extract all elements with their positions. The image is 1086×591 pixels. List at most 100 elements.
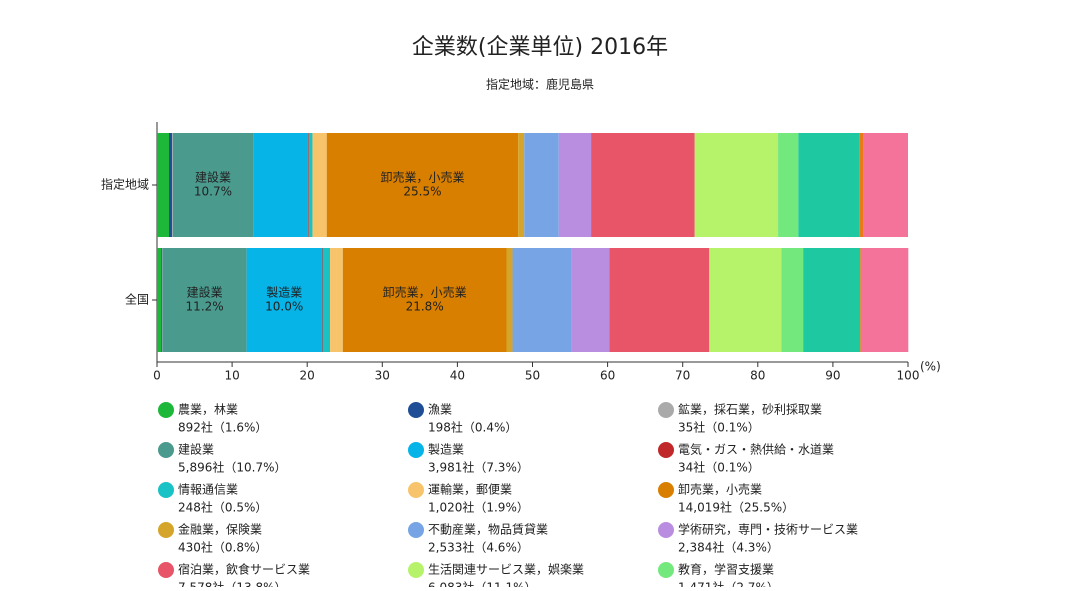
x-tick-label: 20 [300, 369, 315, 383]
legend-label: 電気・ガス・熱供給・水道業 [678, 442, 834, 457]
legend-label: 卸売業，小売業 [678, 482, 762, 497]
legend-swatch [158, 562, 174, 578]
bar-segment [507, 248, 513, 352]
chart-subtitle: 指定地域：鹿児島県 [486, 77, 594, 92]
bar-segment [308, 133, 309, 237]
legend-count: 14,019社（25.5%） [678, 500, 794, 515]
value-label: 10.0% [265, 300, 303, 314]
legend-swatch [158, 522, 174, 538]
bar-segment [513, 248, 572, 352]
legend-label: 金融業，保険業 [178, 522, 262, 537]
value-label: 21.8% [406, 300, 444, 314]
bar-segment [524, 133, 559, 237]
bar-segment [859, 133, 864, 237]
legend-label: 建設業 [178, 442, 214, 457]
legend-count: 1,020社（1.9%） [428, 500, 529, 515]
bar-segment [861, 248, 908, 352]
legend-count: 198社（0.4%） [428, 420, 517, 435]
x-tick-label: 80 [750, 369, 765, 383]
bar-segment [322, 248, 323, 352]
y-tick-label: 指定地域 [101, 177, 149, 192]
legend-label: 情報通信業 [178, 483, 238, 497]
legend-count: 5,896社（10.7%） [178, 460, 286, 475]
legend-label: 製造業 [428, 443, 464, 457]
legend-label: 漁業 [428, 403, 452, 417]
legend-swatch [158, 442, 174, 458]
bar-segment [778, 133, 798, 237]
segment-name: 卸売業，小売業 [383, 285, 467, 300]
segment-name: 建設業 [195, 170, 231, 185]
value-label: 25.5% [403, 185, 441, 199]
bar-segment [803, 248, 860, 352]
x-unit: (%) [920, 360, 941, 374]
legend-count: 2,384社（4.3%） [678, 540, 779, 555]
legend-count: 248社（0.5%） [178, 500, 267, 515]
x-tick-label: 70 [675, 369, 690, 383]
legend-count: 3,981社（7.3%） [428, 460, 529, 475]
bar-segment [162, 248, 163, 352]
legend-label: 生活関連サービス業，娯楽業 [428, 563, 584, 577]
legend-count: 1,471社（2.7%） [678, 580, 779, 588]
x-tick-label: 30 [375, 369, 390, 383]
bar-segment [172, 133, 173, 237]
legend-label: 教育，学習支援業 [678, 562, 774, 577]
value-label: 11.2% [186, 300, 224, 314]
legend-label: 農業，林業 [178, 403, 238, 417]
bar-segment [330, 248, 343, 352]
legend-swatch [658, 562, 674, 578]
legend-swatch [658, 442, 674, 458]
legend-label: 運輸業，郵便業 [428, 482, 512, 497]
bar-segment [864, 133, 908, 237]
legend-label: 宿泊業，飲食サービス業 [178, 562, 310, 577]
legend-swatch [408, 482, 424, 498]
x-tick-label: 50 [525, 369, 540, 383]
bar-segment [157, 248, 162, 352]
bar-segment [309, 133, 313, 237]
bar-segment [609, 248, 709, 352]
legend-count: 2,533社（4.6%） [428, 540, 529, 555]
x-tick-label: 0 [153, 369, 161, 383]
bar-segment [591, 133, 695, 237]
legend-swatch [658, 482, 674, 498]
legend-count: 6,083社（11.1%） [428, 580, 536, 588]
x-tick-label: 90 [825, 369, 840, 383]
legend-count: 430社（0.8%） [178, 540, 267, 555]
bar-segment [860, 248, 861, 352]
legend-label: 不動産業，物品賃貸業 [428, 522, 548, 537]
legend-label: 鉱業，採石業，砂利採取業 [678, 402, 822, 417]
bar-segment [323, 248, 331, 352]
chart-title: 企業数(企業単位) 2016年 [412, 35, 668, 60]
segment-name: 卸売業，小売業 [380, 170, 464, 185]
segment-name: 建設業 [187, 285, 223, 300]
bar-segment [709, 248, 781, 352]
x-tick-label: 100 [897, 369, 920, 383]
legend-count: 35社（0.1%） [678, 420, 760, 435]
x-tick-label: 60 [600, 369, 615, 383]
legend-swatch [408, 522, 424, 538]
legend-count: 892社（1.6%） [178, 420, 267, 435]
legend-swatch [158, 402, 174, 418]
legend-swatch [408, 442, 424, 458]
y-tick-label: 全国 [125, 292, 149, 307]
legend-count: 34社（0.1%） [678, 460, 760, 475]
legend-label: 学術研究，専門・技術サービス業 [678, 522, 858, 537]
bar-segment [518, 133, 524, 237]
bar-segment [169, 133, 172, 237]
legend-swatch [658, 522, 674, 538]
x-tick-label: 40 [450, 369, 465, 383]
bar-segment [695, 133, 778, 237]
bar-segment [157, 133, 169, 237]
legend-swatch [158, 482, 174, 498]
bar-segment [781, 248, 803, 352]
legend-count: 7,578社（13.8%） [178, 580, 286, 588]
legend-swatch [658, 402, 674, 418]
bar-segment [572, 248, 610, 352]
bar-segment [312, 133, 326, 237]
bar-segment [798, 133, 859, 237]
bar-segment [253, 133, 308, 237]
bar-segment [559, 133, 591, 237]
value-label: 10.7% [194, 185, 232, 199]
x-tick-label: 10 [224, 369, 239, 383]
